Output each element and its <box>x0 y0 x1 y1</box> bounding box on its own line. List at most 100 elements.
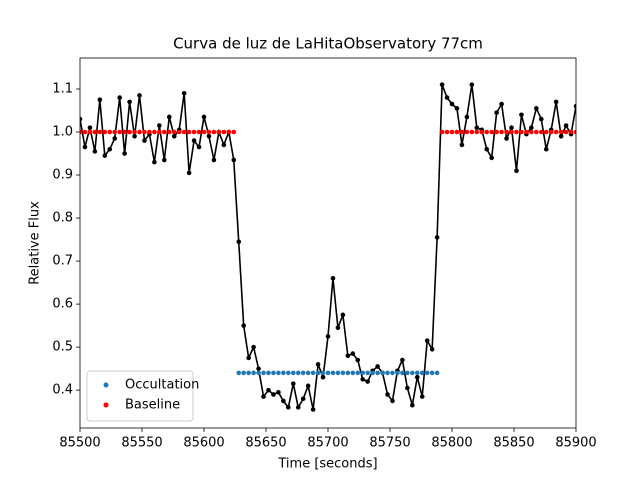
data-point <box>558 129 564 135</box>
x-tick-label: 85550 <box>121 436 162 451</box>
data-point <box>330 370 336 376</box>
data-point <box>325 370 331 376</box>
data-point <box>251 344 256 350</box>
data-point <box>171 134 177 139</box>
data-point <box>320 374 326 380</box>
data-point <box>484 129 490 135</box>
data-point <box>529 125 534 130</box>
data-point <box>385 392 390 397</box>
data-point <box>439 82 445 87</box>
y-tick-label: 0.7 <box>52 254 73 269</box>
data-point <box>390 370 395 376</box>
legend-marker <box>103 402 109 408</box>
data-point <box>256 366 261 371</box>
data-point <box>211 157 217 163</box>
data-point <box>166 114 172 120</box>
data-point <box>171 129 177 135</box>
data-point <box>117 95 122 100</box>
data-point <box>479 129 485 135</box>
data-point <box>221 129 227 135</box>
x-tick-label: 85850 <box>493 436 534 451</box>
data-point <box>464 114 470 120</box>
data-point <box>499 101 504 107</box>
data-point <box>305 370 311 376</box>
data-point <box>132 129 137 135</box>
data-point <box>464 129 470 135</box>
data-point <box>474 129 480 135</box>
data-point <box>558 134 564 139</box>
data-point <box>181 129 187 135</box>
data-point <box>256 370 261 376</box>
data-point <box>469 129 475 135</box>
y-tick-label: 0.5 <box>52 340 73 355</box>
x-tick-label: 85500 <box>59 436 100 451</box>
data-point <box>504 129 509 135</box>
data-point <box>504 136 509 141</box>
data-point <box>102 129 108 135</box>
data-point <box>340 370 346 376</box>
data-point <box>548 129 554 135</box>
data-point <box>206 129 212 135</box>
data-point <box>127 129 132 135</box>
data-point <box>563 123 569 128</box>
data-point <box>444 129 450 135</box>
data-point <box>186 170 192 176</box>
data-point <box>226 129 232 135</box>
x-tick-label: 85650 <box>245 436 286 451</box>
data-point <box>112 129 118 135</box>
legend-label: Occultation <box>125 378 199 393</box>
data-point <box>489 155 494 161</box>
data-point <box>80 116 83 122</box>
data-point <box>152 159 157 165</box>
data-point <box>419 370 425 376</box>
data-point <box>251 370 256 376</box>
data-point <box>211 129 217 135</box>
data-point <box>276 389 281 395</box>
data-point <box>514 168 519 174</box>
data-point <box>92 129 98 135</box>
data-point <box>375 364 380 369</box>
x-tick-label: 85750 <box>369 436 410 451</box>
data-point <box>82 129 88 135</box>
data-point <box>295 405 301 410</box>
data-point <box>142 129 147 135</box>
data-point <box>271 370 276 376</box>
data-point <box>325 334 331 339</box>
data-point <box>142 138 147 143</box>
data-point <box>261 394 266 399</box>
data-point <box>300 396 306 402</box>
data-point <box>122 151 127 156</box>
data-point <box>469 82 475 87</box>
data-point <box>350 351 356 356</box>
data-point <box>538 116 544 122</box>
data-point <box>107 146 113 152</box>
y-tick-label: 0.6 <box>52 297 73 312</box>
x-tick-label: 85700 <box>307 436 348 451</box>
data-point <box>152 129 157 135</box>
data-point <box>271 392 276 397</box>
data-point <box>543 146 549 152</box>
legend-box <box>86 370 194 422</box>
data-point <box>375 370 380 376</box>
data-point <box>80 129 83 135</box>
data-point <box>519 129 524 135</box>
data-point <box>127 99 132 105</box>
data-point <box>216 129 222 135</box>
data-point <box>236 370 242 376</box>
data-point <box>281 398 286 404</box>
x-tick-label: 85600 <box>183 436 224 451</box>
data-point <box>355 370 361 376</box>
data-point <box>360 370 366 376</box>
data-point <box>414 370 420 376</box>
data-point <box>191 138 197 143</box>
data-point <box>543 129 549 135</box>
data-point <box>266 387 271 393</box>
data-point <box>315 370 321 376</box>
data-point <box>181 90 187 96</box>
data-point <box>122 129 127 135</box>
legend-label: Baseline <box>125 398 180 413</box>
data-point <box>162 157 167 163</box>
data-point <box>405 370 410 376</box>
data-point <box>196 144 202 150</box>
data-point <box>509 129 514 135</box>
